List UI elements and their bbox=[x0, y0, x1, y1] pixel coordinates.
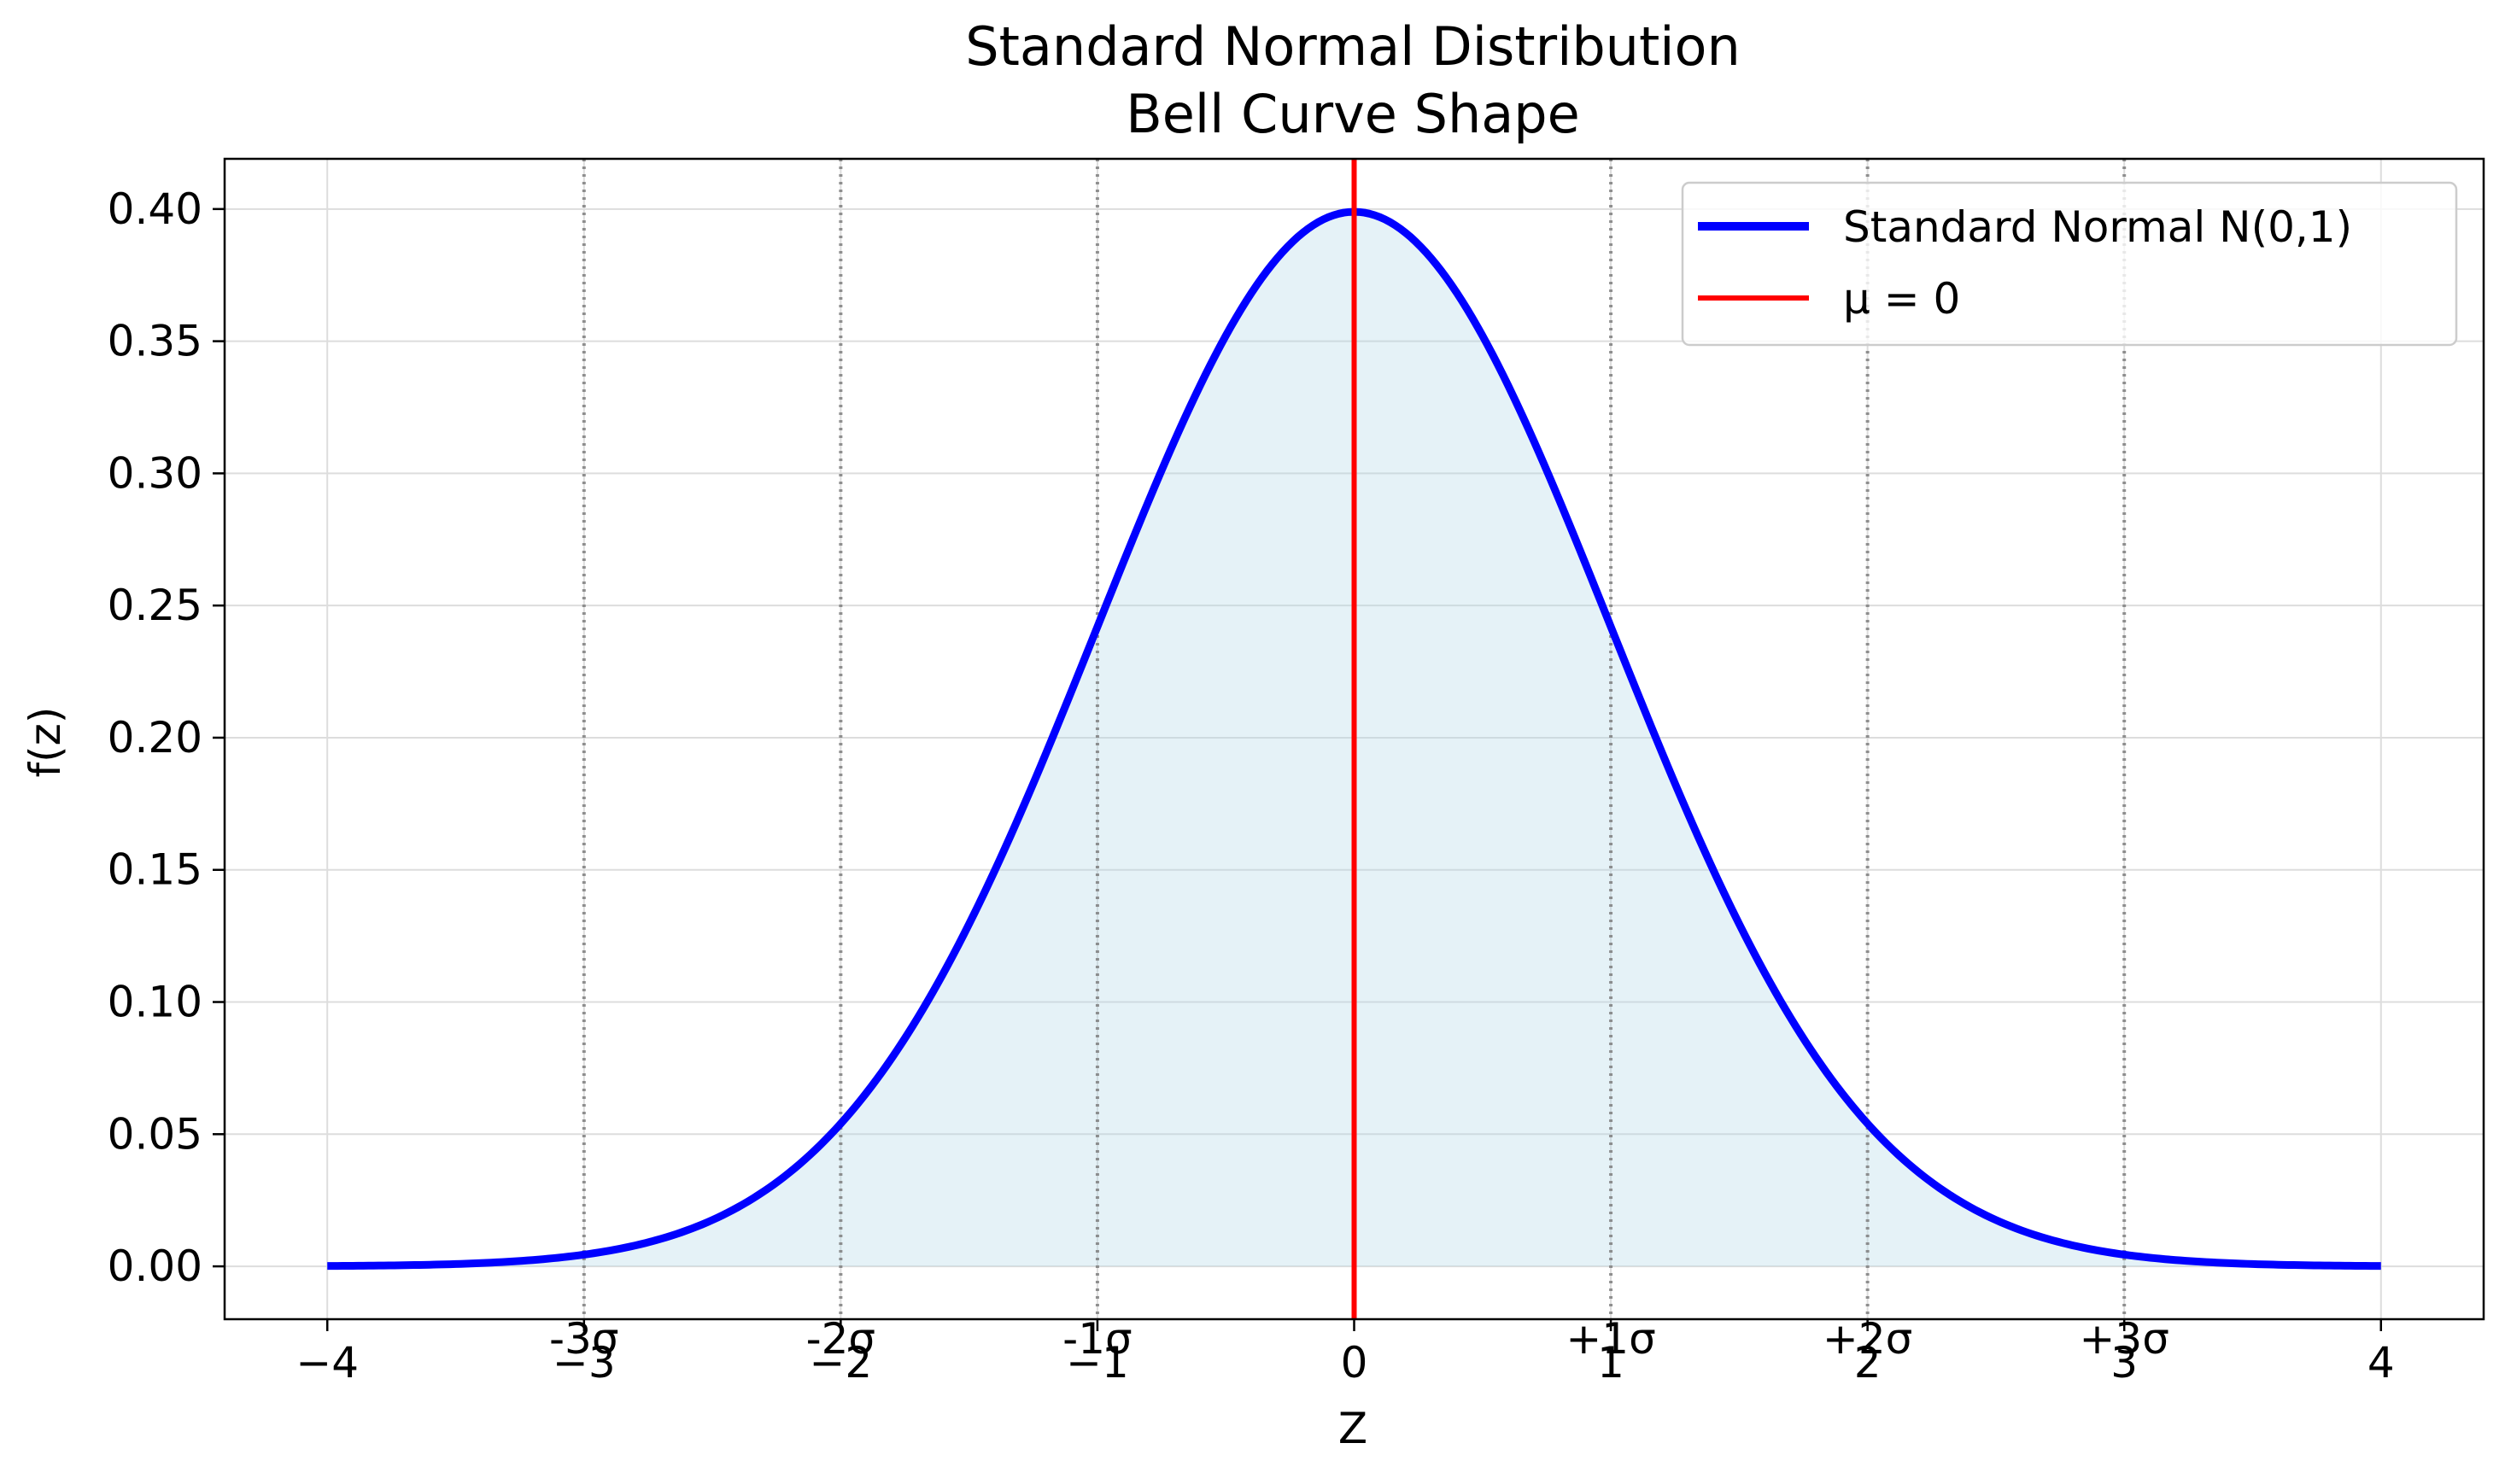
y-axis-ticks: 0.00 0.05 0.10 0.15 0.20 0.25 0.30 0.35 0.40 bbox=[108, 184, 225, 1291]
y-axis-label: f(z) bbox=[20, 707, 70, 778]
x-tick-label: 0 bbox=[1341, 1338, 1368, 1388]
sigma-label: +1σ bbox=[1566, 1314, 1655, 1364]
sigma-label: +2σ bbox=[1823, 1314, 1912, 1364]
x-tick-label: 2 bbox=[1854, 1338, 1882, 1388]
sigma-reference-lines bbox=[582, 159, 2127, 1319]
x-tick-label: −3 bbox=[553, 1338, 616, 1388]
sigma-label: +3σ bbox=[2080, 1314, 2169, 1364]
legend-box bbox=[1681, 181, 2458, 347]
chart-subtitle: Bell Curve Shape bbox=[1126, 83, 1580, 145]
y-tick-label: 0.20 bbox=[108, 713, 202, 762]
legend-label-mean: μ = 0 bbox=[1843, 274, 1960, 324]
x-axis-label: Z bbox=[1338, 1404, 1367, 1453]
y-tick-label: 0.15 bbox=[108, 845, 202, 895]
sigma-label: -1σ bbox=[1062, 1314, 1133, 1364]
x-tick-label: −4 bbox=[296, 1338, 359, 1388]
series-layer bbox=[327, 159, 2381, 1319]
x-tick-label: 4 bbox=[2367, 1338, 2395, 1388]
x-tick-label: −1 bbox=[1066, 1338, 1129, 1388]
y-tick-label: 0.25 bbox=[108, 581, 202, 630]
legend-label-standard-normal: Standard Normal N(0,1) bbox=[1843, 202, 2352, 252]
y-tick-label: 0.00 bbox=[108, 1242, 202, 1291]
sigma-labels: -3σ -2σ -1σ +1σ +2σ +3σ bbox=[549, 1314, 2169, 1364]
y-tick-label: 0.05 bbox=[108, 1109, 202, 1159]
legend: Standard Normal N(0,1) μ = 0 bbox=[1681, 181, 2458, 347]
sigma-label: -2σ bbox=[806, 1314, 876, 1364]
y-tick-label: 0.40 bbox=[108, 184, 202, 234]
y-tick-label: 0.10 bbox=[108, 978, 202, 1027]
y-tick-label: 0.30 bbox=[108, 448, 202, 498]
y-tick-label: 0.35 bbox=[108, 317, 202, 366]
x-tick-label: 1 bbox=[1597, 1338, 1624, 1388]
chart-title: Standard Normal Distribution bbox=[965, 15, 1741, 78]
x-tick-label: −2 bbox=[810, 1338, 873, 1388]
sigma-label: -3σ bbox=[549, 1314, 619, 1364]
x-axis-ticks: −4 −3 −2 −1 0 1 2 3 4 bbox=[296, 1319, 2395, 1388]
x-tick-label: 3 bbox=[2110, 1338, 2138, 1388]
